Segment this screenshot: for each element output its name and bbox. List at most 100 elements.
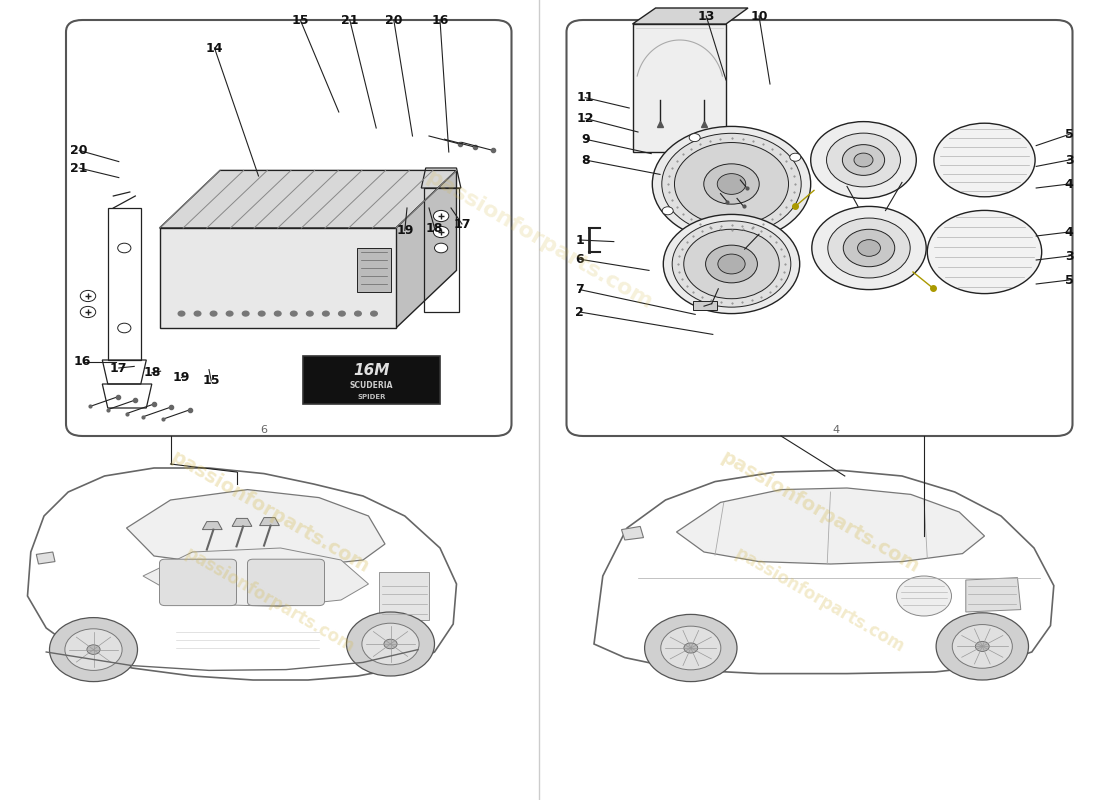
Text: 7: 7 xyxy=(575,283,584,296)
Circle shape xyxy=(178,311,185,316)
Circle shape xyxy=(844,230,894,266)
Circle shape xyxy=(976,642,989,651)
Circle shape xyxy=(65,629,122,670)
Circle shape xyxy=(936,613,1028,680)
Circle shape xyxy=(384,639,397,649)
Text: 15: 15 xyxy=(202,374,220,387)
Text: 4: 4 xyxy=(1065,226,1074,238)
Polygon shape xyxy=(143,548,368,606)
Circle shape xyxy=(645,614,737,682)
Text: passionforparts.com: passionforparts.com xyxy=(167,447,372,577)
Circle shape xyxy=(672,221,791,307)
Circle shape xyxy=(339,311,345,316)
Circle shape xyxy=(934,123,1035,197)
Polygon shape xyxy=(232,518,252,526)
Text: 18: 18 xyxy=(143,366,161,379)
Circle shape xyxy=(663,214,800,314)
FancyBboxPatch shape xyxy=(160,559,236,606)
Circle shape xyxy=(371,311,377,316)
Text: 17: 17 xyxy=(110,362,128,374)
Polygon shape xyxy=(966,578,1021,612)
Polygon shape xyxy=(160,170,456,228)
Text: passionforparts.com: passionforparts.com xyxy=(182,544,358,656)
Polygon shape xyxy=(621,526,643,540)
Circle shape xyxy=(307,311,314,316)
Text: 18: 18 xyxy=(426,222,443,234)
Circle shape xyxy=(434,243,448,253)
Text: 16M: 16M xyxy=(353,363,389,378)
FancyBboxPatch shape xyxy=(248,559,324,606)
Text: 20: 20 xyxy=(385,14,403,26)
Circle shape xyxy=(690,134,701,142)
Circle shape xyxy=(811,122,916,198)
Polygon shape xyxy=(676,488,984,564)
Circle shape xyxy=(290,311,297,316)
Circle shape xyxy=(346,612,434,676)
Circle shape xyxy=(50,618,138,682)
Circle shape xyxy=(258,311,265,316)
Circle shape xyxy=(718,254,745,274)
Circle shape xyxy=(858,240,880,256)
Text: passionforparts.com: passionforparts.com xyxy=(732,544,907,656)
Circle shape xyxy=(274,311,280,316)
Text: 2: 2 xyxy=(575,306,584,318)
Circle shape xyxy=(812,206,926,290)
Text: 14: 14 xyxy=(206,42,223,54)
Circle shape xyxy=(362,623,419,665)
Polygon shape xyxy=(28,468,456,680)
Circle shape xyxy=(433,226,449,238)
Text: SPIDER: SPIDER xyxy=(358,394,385,400)
Circle shape xyxy=(195,311,201,316)
Circle shape xyxy=(953,625,1012,668)
Text: SCUDERIA: SCUDERIA xyxy=(350,382,393,390)
Circle shape xyxy=(705,245,758,283)
Text: 15: 15 xyxy=(292,14,309,26)
Circle shape xyxy=(87,645,100,654)
Text: 6: 6 xyxy=(261,425,267,434)
Circle shape xyxy=(227,311,233,316)
Polygon shape xyxy=(632,24,726,152)
Text: 21: 21 xyxy=(70,162,88,174)
Text: 5: 5 xyxy=(1065,274,1074,286)
Polygon shape xyxy=(396,170,456,328)
Bar xyxy=(358,248,390,292)
Text: 20: 20 xyxy=(70,144,88,157)
Circle shape xyxy=(210,311,217,316)
Polygon shape xyxy=(260,518,279,526)
Text: passionforparts.com: passionforparts.com xyxy=(717,447,922,577)
Text: passionforparts.com: passionforparts.com xyxy=(422,166,656,314)
Circle shape xyxy=(242,311,249,316)
Text: 21: 21 xyxy=(341,14,359,26)
Circle shape xyxy=(684,230,779,298)
Circle shape xyxy=(662,206,673,214)
Text: 17: 17 xyxy=(453,218,471,230)
Circle shape xyxy=(762,226,773,234)
Polygon shape xyxy=(126,490,385,566)
Circle shape xyxy=(927,210,1042,294)
Circle shape xyxy=(661,626,721,670)
Circle shape xyxy=(354,311,361,316)
Circle shape xyxy=(704,164,759,204)
Text: 13: 13 xyxy=(697,10,715,22)
Text: 16: 16 xyxy=(74,355,91,368)
Circle shape xyxy=(896,576,951,616)
Circle shape xyxy=(662,134,801,234)
Text: 3: 3 xyxy=(1065,154,1074,166)
Circle shape xyxy=(854,153,873,167)
Polygon shape xyxy=(36,552,55,564)
Text: 10: 10 xyxy=(750,10,768,22)
Circle shape xyxy=(674,142,789,226)
Circle shape xyxy=(322,311,329,316)
Text: 4: 4 xyxy=(833,425,839,434)
Bar xyxy=(302,356,440,404)
Circle shape xyxy=(843,145,884,175)
Circle shape xyxy=(433,210,449,222)
Text: 19: 19 xyxy=(396,224,414,237)
Text: 4: 4 xyxy=(1065,178,1074,190)
Bar xyxy=(693,301,717,310)
Text: 3: 3 xyxy=(1065,250,1074,262)
Text: 6: 6 xyxy=(575,253,584,266)
Polygon shape xyxy=(594,470,1054,674)
Text: 11: 11 xyxy=(576,91,594,104)
Polygon shape xyxy=(632,8,748,24)
